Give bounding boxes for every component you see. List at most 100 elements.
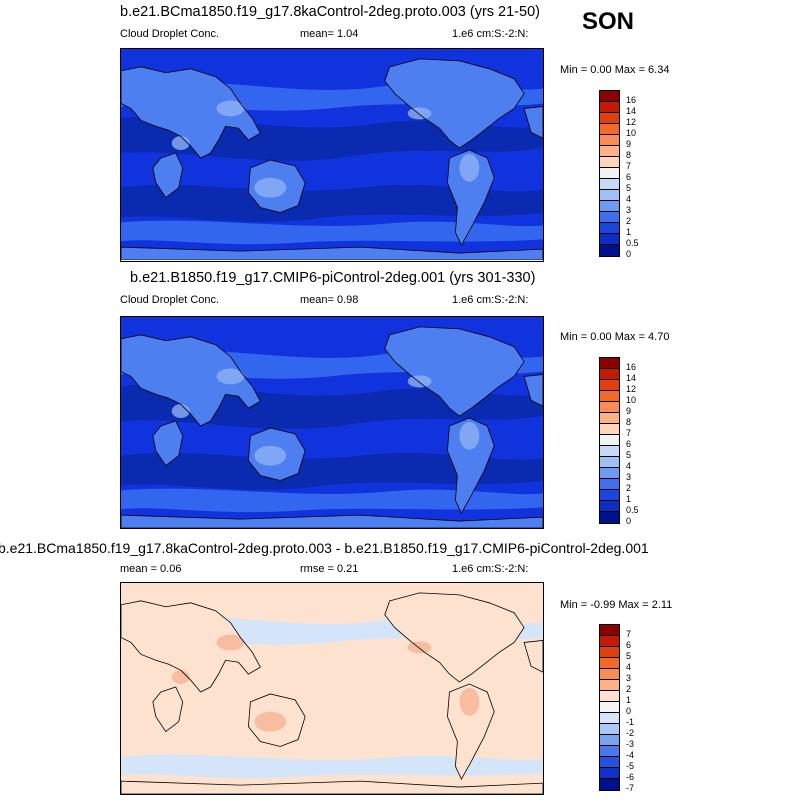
land-field	[152, 687, 183, 732]
panel-1-variable-label: Cloud Droplet Conc.	[120, 28, 220, 40]
field-maximum	[254, 445, 287, 466]
colorbar-tick-label: -5	[626, 761, 635, 771]
coastline	[523, 374, 543, 407]
storm-track-south	[121, 220, 543, 245]
coastline	[384, 58, 525, 149]
colorbar-tick-label: 7	[626, 629, 632, 639]
colorbar-tick-label: -1	[626, 717, 635, 727]
field-maximum	[254, 711, 287, 732]
colorbar-swatch	[600, 757, 619, 768]
colorbar-swatch	[600, 102, 619, 113]
coastline	[247, 427, 306, 481]
colorbar-swatch	[600, 435, 619, 446]
colorbar-tick-label: 0.5	[626, 505, 639, 515]
colorbar-tick-label: 3	[626, 205, 632, 215]
colorbar-tick-label: 3	[626, 472, 632, 482]
coastline	[447, 149, 495, 247]
field-maximum	[254, 177, 287, 198]
coastline	[247, 159, 306, 213]
panel-1-map	[120, 48, 544, 262]
coastline	[523, 106, 543, 139]
colorbar-tick-label: -3	[626, 739, 635, 749]
field-maximum	[171, 136, 190, 151]
panel-2-minmax: Min = 0.00 Max = 4.70	[560, 331, 670, 343]
panel-2-colorbar	[599, 357, 620, 524]
subtropical-band-south	[121, 184, 543, 222]
colorbar-swatch	[600, 146, 619, 157]
colorbar-swatch	[600, 391, 619, 402]
colorbar-tick-label: 16	[626, 95, 637, 105]
colorbar-tick-label: 3	[626, 673, 632, 683]
colorbar-swatch	[600, 424, 619, 435]
season-label: SON	[582, 8, 635, 35]
land-field	[121, 781, 543, 794]
land-field	[121, 600, 261, 692]
colorbar-tick-label: 9	[626, 406, 632, 416]
colorbar-tick-label: 12	[626, 384, 637, 394]
colorbar-swatch	[600, 724, 619, 735]
colorbar-tick-label: 6	[626, 172, 632, 182]
colorbar-swatch	[600, 702, 619, 713]
panel-3-rmse: rmse = 0.21	[300, 563, 359, 575]
panel-1-units: 1.e6 cm:S:-2:N:	[452, 28, 529, 40]
colorbar-tick-label: 4	[626, 461, 632, 471]
panel-3-minmax: Min = -0.99 Max = 2.11	[560, 599, 673, 611]
coastline	[152, 420, 184, 467]
land-field	[152, 421, 183, 466]
panel-2-map	[120, 316, 544, 529]
colorbar-swatch	[600, 380, 619, 391]
colorbar-swatch	[600, 501, 619, 512]
field-maximum	[407, 641, 432, 654]
colorbar-swatch	[600, 636, 619, 647]
colorbar-swatch	[600, 212, 619, 223]
coastline	[121, 514, 543, 528]
colorbar-tick-label: 14	[626, 106, 637, 116]
colorbar-swatch	[600, 190, 619, 201]
panel-2-units: 1.e6 cm:S:-2:N:	[452, 294, 529, 306]
colorbar-tick-label: 10	[626, 128, 637, 138]
colorbar-swatch	[600, 201, 619, 212]
field-maximum	[171, 670, 190, 685]
land-field	[447, 418, 495, 514]
colorbar-swatch	[600, 358, 619, 369]
colorbar-swatch	[600, 512, 619, 523]
colorbar-tick-label: 10	[626, 395, 637, 405]
colorbar-swatch	[600, 157, 619, 168]
colorbar-swatch	[600, 245, 619, 256]
colorbar-tick-label: 5	[626, 183, 632, 193]
colorbar-swatch	[600, 768, 619, 779]
field-maximum	[216, 368, 245, 385]
panel-1-minmax: Min = 0.00 Max = 6.34	[560, 64, 670, 76]
coastline	[384, 326, 525, 417]
colorbar-tick-label: 14	[626, 373, 637, 383]
colorbar-swatch	[600, 113, 619, 124]
colorbar-tick-label: 5	[626, 450, 632, 460]
field-maximum	[216, 634, 245, 651]
colorbar-tick-label: 6	[626, 439, 632, 449]
coastline	[152, 152, 184, 199]
colorbar-swatch	[600, 402, 619, 413]
colorbar-swatch	[600, 446, 619, 457]
panel-3-mean: mean = 0.06	[120, 563, 182, 575]
panel-3-map	[120, 582, 544, 795]
land-field	[121, 247, 543, 260]
colorbar-tick-label: 0	[626, 516, 632, 526]
colorbar-tick-label: 8	[626, 417, 632, 427]
colorbar-swatch	[600, 91, 619, 102]
coastline	[121, 600, 261, 693]
land-field	[524, 106, 543, 139]
field-maximum	[216, 100, 245, 117]
colorbar-tick-label: -6	[626, 772, 635, 782]
colorbar-swatch	[600, 680, 619, 691]
field-maximum	[459, 688, 480, 716]
colorbar-swatch	[600, 413, 619, 424]
colorbar-swatch	[600, 490, 619, 501]
colorbar-swatch	[600, 124, 619, 135]
land-field	[152, 153, 183, 198]
panel-2-mean: mean= 0.98	[300, 294, 359, 306]
coastline	[447, 417, 495, 515]
colorbar-swatch	[600, 691, 619, 702]
subtropical-band-south	[121, 718, 543, 756]
colorbar-swatch	[600, 234, 619, 245]
land-field	[524, 640, 543, 673]
